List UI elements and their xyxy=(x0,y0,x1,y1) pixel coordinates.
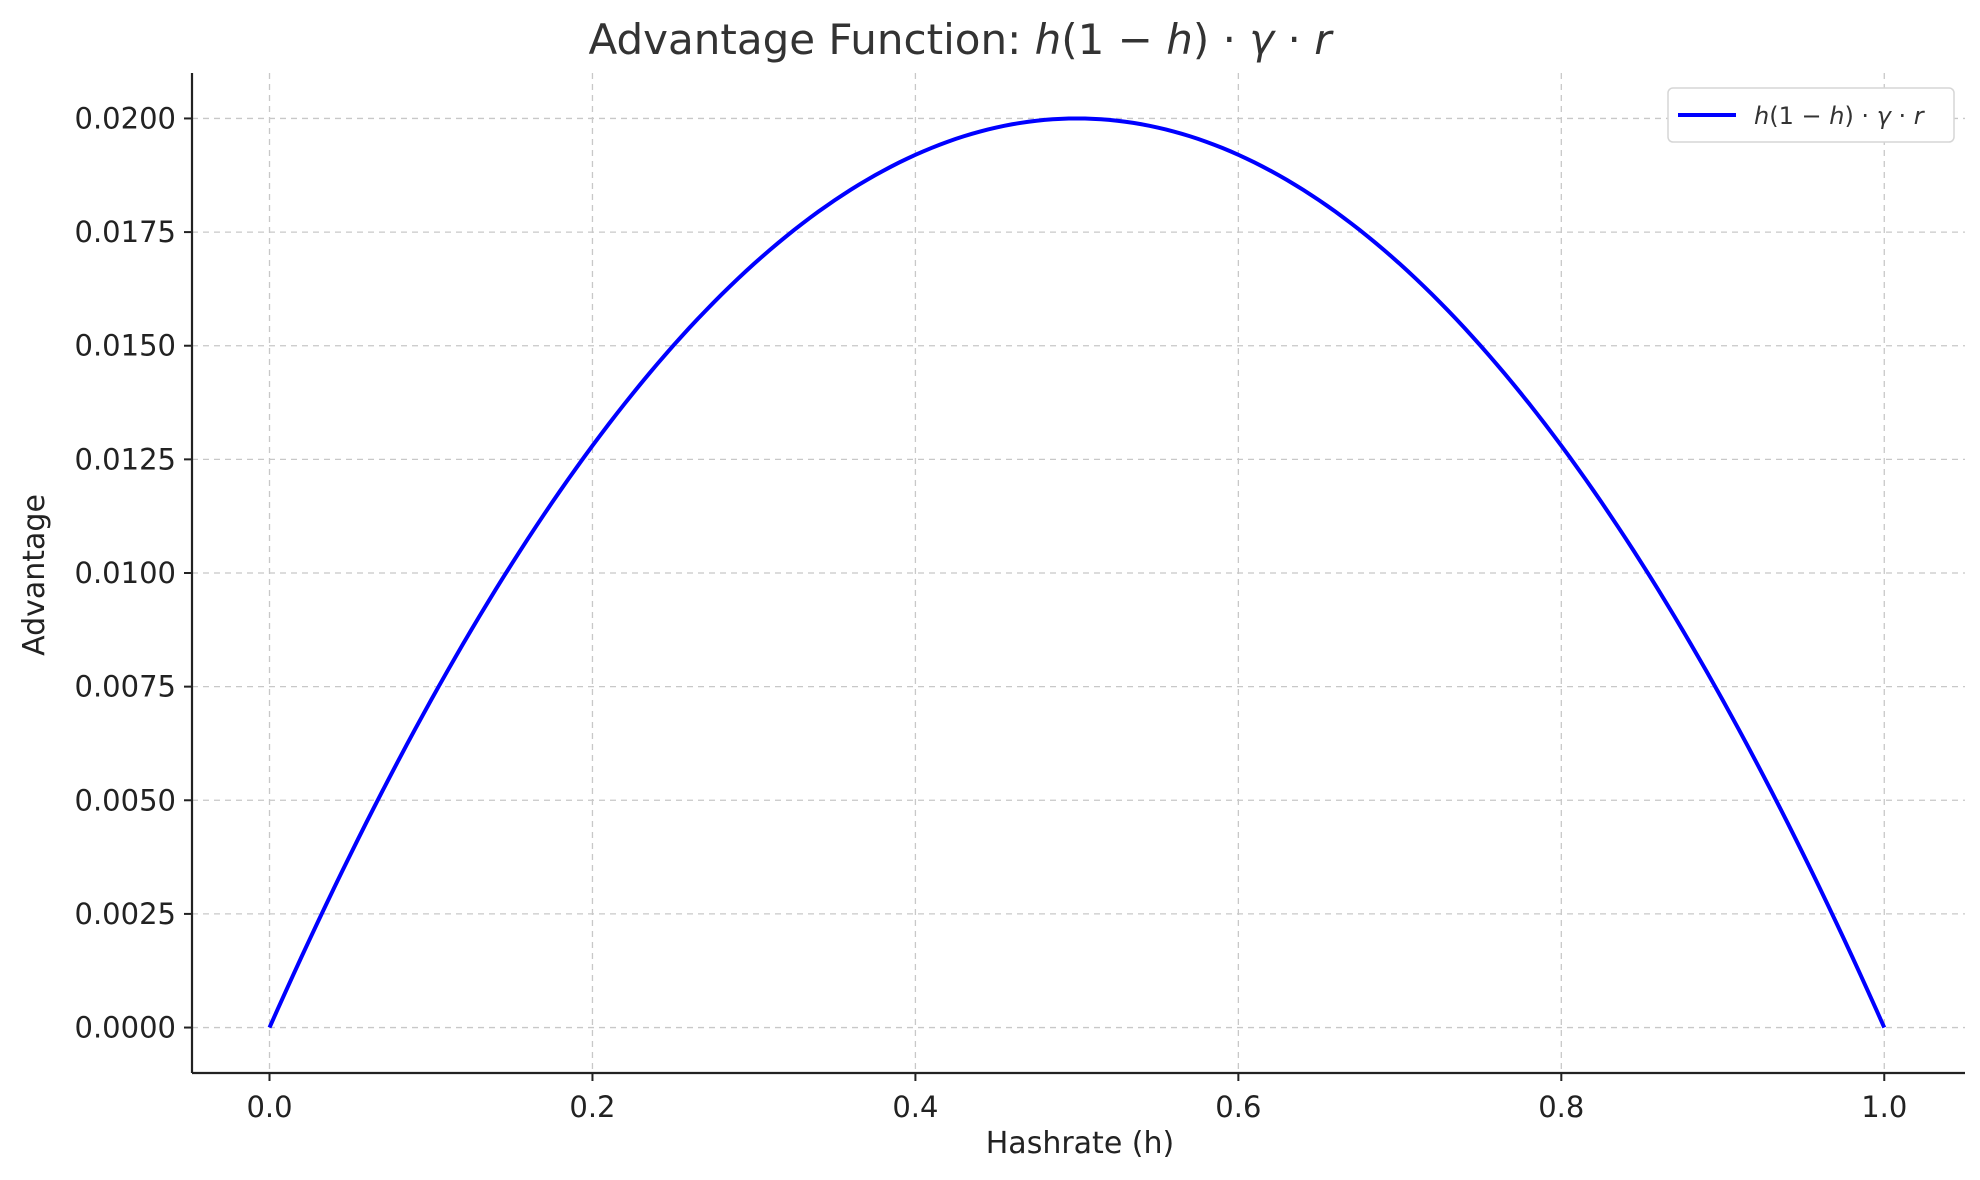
formula-part: (1 − xyxy=(1769,102,1829,130)
x-tick-label: 0.4 xyxy=(892,1090,938,1124)
chart-title-prefix: Advantage Function: xyxy=(589,15,1035,64)
y-axis-label: Advantage xyxy=(17,494,52,656)
formula-part: r xyxy=(1914,102,1926,130)
formula-part: ) · xyxy=(1193,15,1249,64)
x-tick-label: 0.0 xyxy=(246,1090,292,1124)
ticks: 0.0 0.2 0.4 0.6 0.8 1.0 0.0000 0.0025 0.0050 0.00… xyxy=(75,101,1908,1124)
y-tick-label: 0.0075 xyxy=(75,670,176,704)
y-tick-label: 0.0000 xyxy=(75,1011,176,1045)
series-line xyxy=(267,116,1887,1029)
formula-part: (1 − xyxy=(1061,15,1166,64)
chart-title: Advantage Function: h(1 − h) · γ · r xyxy=(589,15,1335,64)
x-tick-label: 0.2 xyxy=(569,1090,615,1124)
legend: h(1 − h) · γ · r xyxy=(1667,87,1955,143)
x-axis-label: Hashrate (h) xyxy=(986,1126,1174,1161)
x-tick-label: 0.6 xyxy=(1215,1090,1261,1124)
formula-part: · xyxy=(1274,15,1314,64)
y-tick-label: 0.0175 xyxy=(75,215,176,249)
x-tick-label: 1.0 xyxy=(1861,1090,1907,1124)
y-tick-label: 0.0200 xyxy=(75,101,176,135)
grid xyxy=(192,73,1965,1073)
formula-part: · xyxy=(1891,102,1914,130)
formula-part: h xyxy=(1035,15,1062,64)
formula-part: h xyxy=(1754,102,1769,130)
y-tick-label: 0.0025 xyxy=(75,897,176,931)
formula-part: γ xyxy=(1249,15,1276,64)
y-tick-label: 0.0050 xyxy=(75,783,176,817)
formula-part: h xyxy=(1166,15,1193,64)
legend-box xyxy=(1667,87,1955,143)
formula-part: γ xyxy=(1877,102,1893,130)
formula-part: r xyxy=(1314,15,1334,64)
formula-part: h xyxy=(1829,102,1844,130)
series-layer xyxy=(267,116,1887,1029)
x-tick-label: 0.8 xyxy=(1538,1090,1584,1124)
legend-label: h(1 − h) · γ · r xyxy=(1754,102,1926,130)
y-tick-label: 0.0125 xyxy=(75,442,176,476)
y-tick-label: 0.0150 xyxy=(75,329,176,363)
y-tick-label: 0.0100 xyxy=(75,556,176,590)
formula-part: ) · xyxy=(1844,102,1876,130)
